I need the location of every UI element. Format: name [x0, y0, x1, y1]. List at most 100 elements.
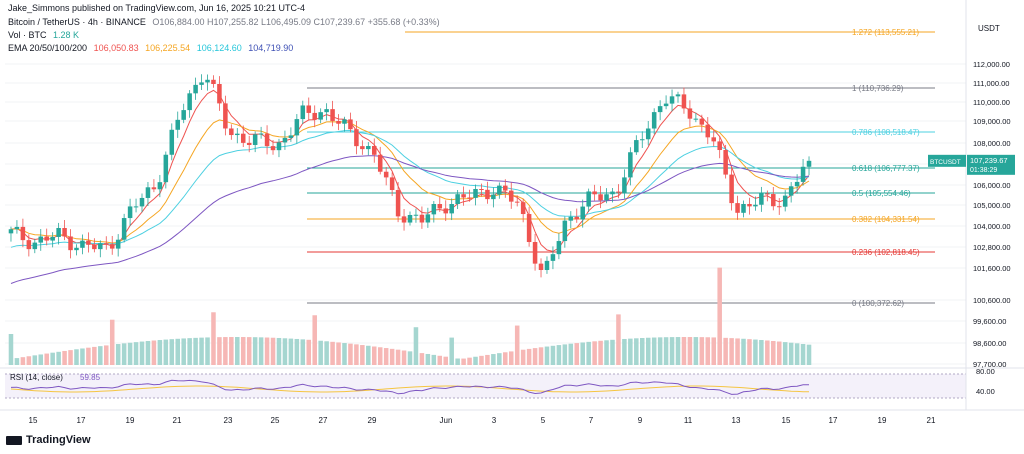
candle-body: [407, 214, 413, 223]
candle-body: [366, 145, 371, 150]
volume-bar: [717, 267, 722, 365]
fib-label: 1.272 (113,555.21): [852, 28, 919, 37]
time-tick-label: 23: [224, 416, 233, 425]
volume-bars: [8, 267, 812, 365]
ema50-value: 106,225.54: [145, 43, 191, 53]
rsi-value: 59.85: [80, 373, 101, 382]
candle-body: [800, 166, 806, 182]
volume-bar: [62, 350, 67, 365]
ema100-value: 106,124.60: [196, 43, 242, 53]
candle-body: [258, 133, 264, 135]
candle-body: [550, 254, 556, 261]
time-tick-label: 21: [927, 416, 936, 425]
candle-body: [669, 96, 675, 104]
volume-bar: [121, 343, 127, 365]
volume-bar: [622, 338, 627, 365]
candle-body: [127, 206, 133, 219]
candle-body: [640, 139, 645, 141]
volume-bar: [14, 358, 20, 365]
candle-body: [14, 226, 20, 230]
tradingview-brand[interactable]: TradingView: [6, 434, 91, 446]
candle-body: [157, 182, 163, 190]
volume-bar: [711, 337, 716, 365]
candle-body: [139, 197, 145, 207]
candle-body: [562, 220, 568, 242]
fib-label: 1 (110,736.29): [852, 84, 904, 93]
ema200-line: [10, 155, 810, 284]
volume-bar: [276, 337, 282, 365]
candle-body: [121, 218, 127, 240]
price-tick-label: 97,700.00: [973, 360, 1006, 369]
candle-body: [413, 214, 419, 216]
candle-body: [663, 103, 669, 107]
volume-bar: [401, 350, 407, 365]
candle-body: [503, 185, 508, 191]
volume-bar: [80, 348, 85, 365]
rsi-tick-label: 80.00: [976, 367, 995, 376]
time-tick-label: 5: [541, 416, 546, 425]
candle-body: [104, 243, 109, 245]
candle-body: [598, 194, 603, 201]
axes: USDT 112,000.00 111,000.00 110,000.00 109,00…: [0, 0, 1024, 425]
candle-body: [193, 84, 198, 94]
volume-bar: [348, 343, 353, 365]
brand-label: TradingView: [26, 434, 91, 446]
candle-body: [342, 119, 347, 124]
volume-bar: [115, 344, 121, 365]
candle-body: [729, 174, 734, 204]
tradingview-logo-icon: [6, 435, 22, 445]
fib-label: 0 (100,372.62): [852, 299, 904, 308]
candle-body: [8, 229, 14, 234]
candle-body: [657, 106, 663, 113]
ema200-value: 104,719.90: [248, 43, 294, 53]
candle-body: [616, 191, 621, 193]
candle-body: [586, 191, 591, 207]
last-price-tag: [967, 154, 1015, 175]
symbol-legend[interactable]: Bitcoin / TetherUS · 4h · BINANCE O106,8…: [8, 17, 444, 27]
time-tick-label: 7: [589, 416, 594, 425]
candle-body: [223, 103, 228, 129]
volume-bar: [562, 344, 568, 365]
candle-body: [109, 244, 115, 249]
last-symbol-tag: [928, 154, 966, 167]
volume-bar: [425, 353, 431, 365]
candle-body: [634, 140, 639, 153]
candle-body: [211, 79, 216, 85]
candle-body: [336, 120, 341, 124]
candle-body: [782, 195, 788, 207]
volume-bar: [681, 337, 687, 365]
candle-body: [765, 193, 770, 195]
candle-body: [68, 236, 73, 251]
candle-body: [217, 84, 222, 104]
candle-body: [288, 135, 294, 138]
countdown-label: 01:38:29: [970, 167, 997, 174]
volume-legend[interactable]: Vol · BTC 1.28 K: [8, 30, 83, 40]
candle-body: [175, 119, 180, 130]
volume-bar: [32, 355, 38, 365]
candle-body: [294, 119, 300, 136]
candle-body: [622, 177, 627, 193]
fib-label: 0.618 (106,777.37): [852, 164, 920, 173]
candle-body: [145, 187, 151, 198]
volume-bar: [765, 340, 770, 365]
volume-bar: [151, 340, 157, 365]
candle-body: [181, 110, 186, 120]
volume-bar: [526, 348, 532, 365]
volume-bar: [634, 338, 639, 365]
candle-body: [580, 206, 585, 220]
ema-legend[interactable]: EMA 20/50/100/200 106,050.83 106,225.54 …: [8, 43, 297, 53]
candle-body: [693, 118, 699, 120]
volume-bar: [68, 350, 73, 365]
candle-body: [526, 214, 532, 243]
rsi-tick-label: 40.00: [976, 387, 995, 396]
candle-body: [372, 145, 377, 155]
volume-bar: [187, 338, 192, 365]
price-axis-currency: USDT: [978, 24, 1000, 33]
volume-bar: [38, 354, 44, 365]
volume-bar: [26, 356, 32, 365]
volume-bar: [776, 341, 782, 365]
volume-bar: [508, 351, 514, 365]
volume-bar: [782, 342, 788, 365]
